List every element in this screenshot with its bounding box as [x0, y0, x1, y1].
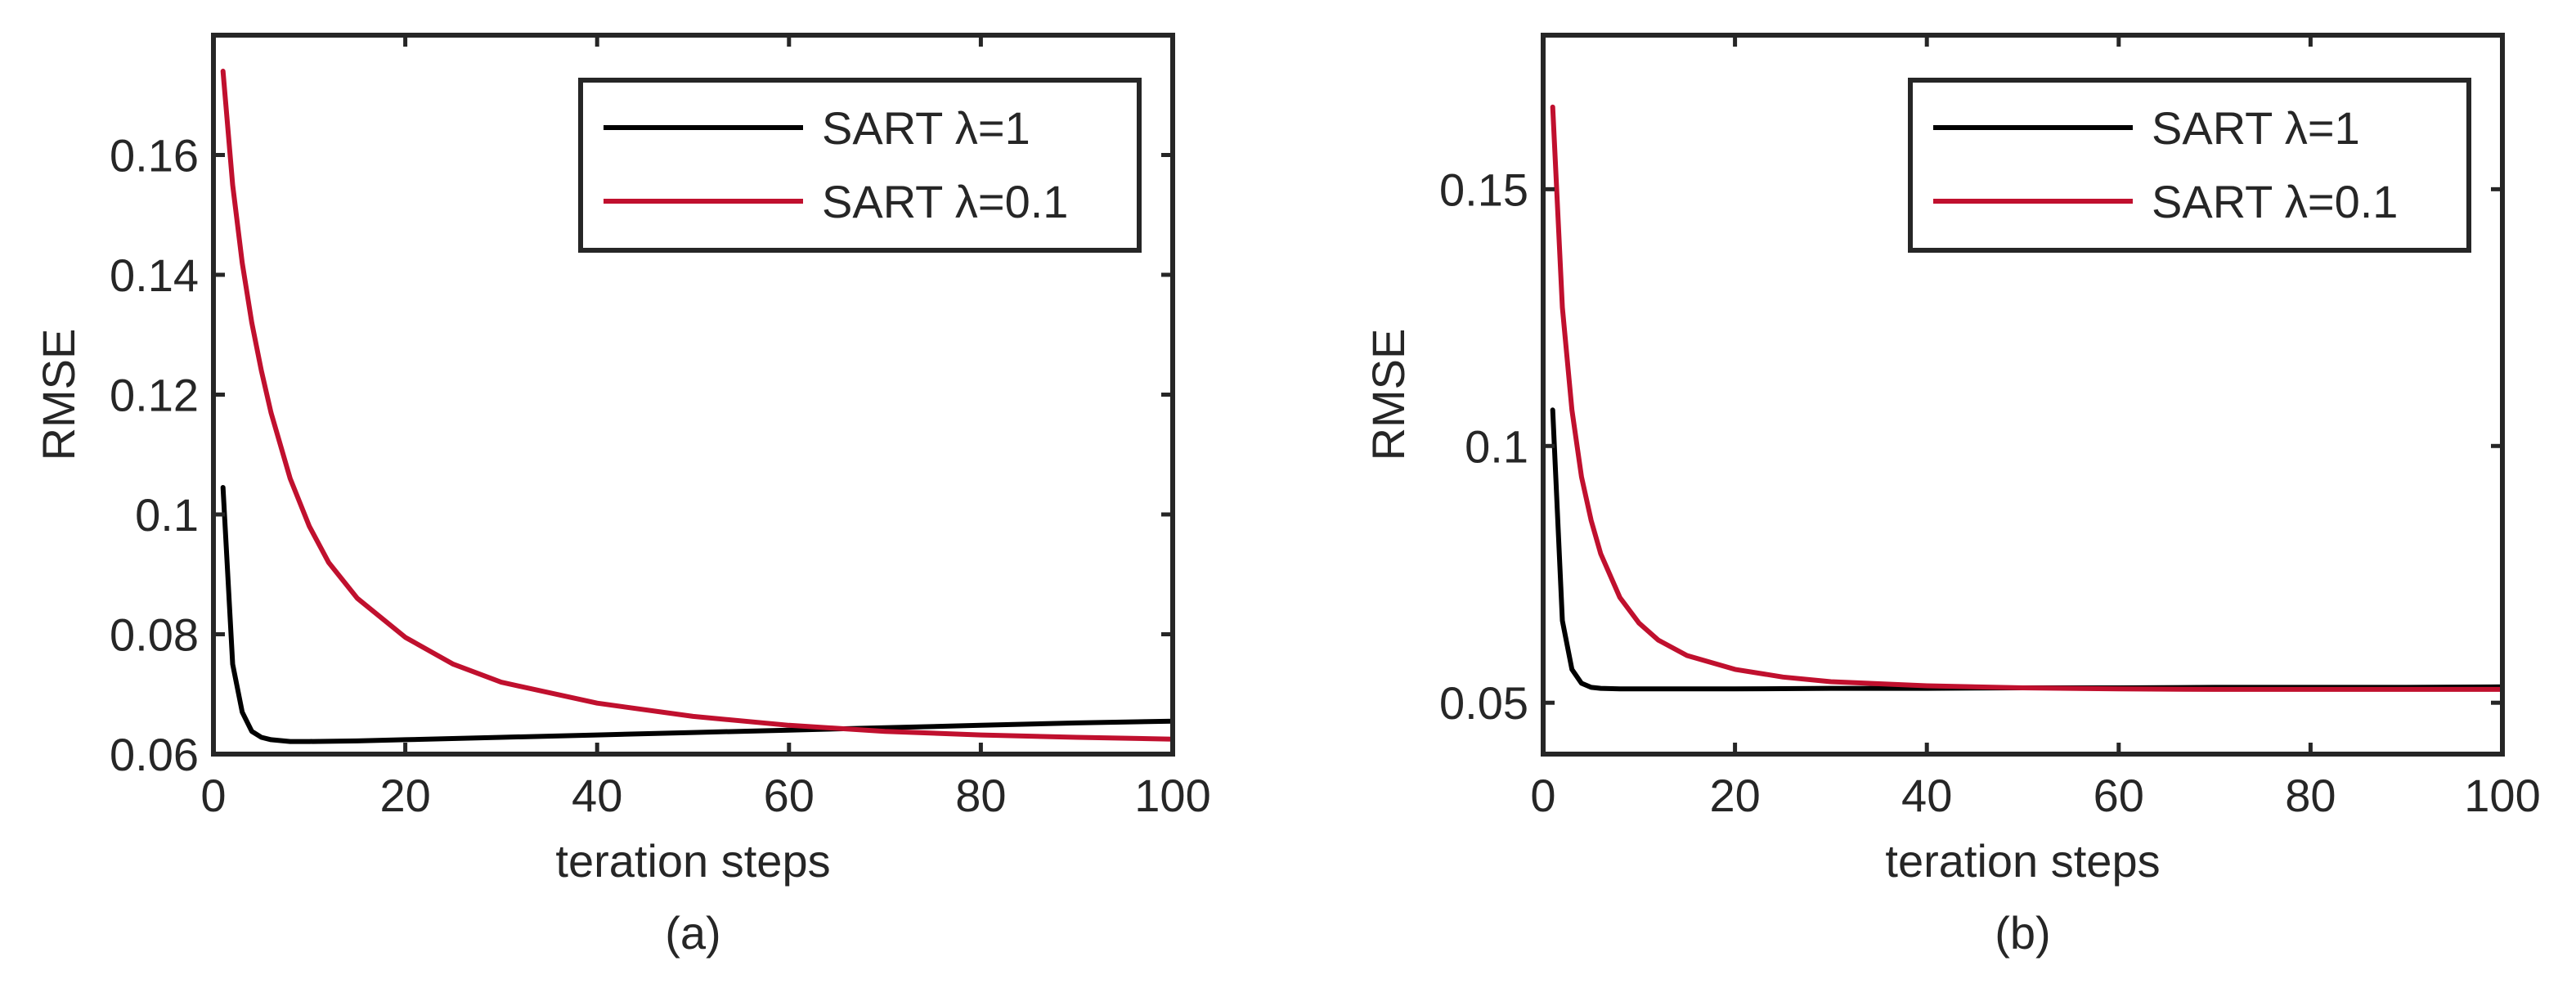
legend: SART λ=1 SART λ=0.1 [1908, 78, 2471, 253]
x-tick-label: 20 [1709, 770, 1760, 821]
series-group [1550, 104, 2502, 692]
x-tick-label: 40 [1901, 770, 1952, 821]
series-line-2 [220, 69, 1173, 742]
series-group [220, 69, 1173, 744]
x-tick-label: 80 [2285, 770, 2336, 821]
legend-box [1908, 78, 2471, 253]
x-axis-label: teration steps [555, 835, 830, 887]
y-tick-label: 0.12 [110, 370, 199, 421]
legend-box [578, 78, 1142, 253]
series-line-1 [1550, 407, 2502, 692]
y-tick-label: 0.15 [1439, 164, 1528, 215]
series-line-2 [1550, 104, 2502, 692]
y-axis-label: RMSE [33, 329, 84, 461]
x-tick-label: 80 [955, 770, 1006, 821]
x-tick-label: 100 [1134, 770, 1210, 821]
y-tick-label: 0.06 [110, 729, 199, 780]
legend-label-1: SART λ=1 [822, 102, 1030, 154]
chart-panel-b: 0 20 40 60 80 100 0.05 0.1 0.15 teration steps RMS… [1362, 33, 2541, 959]
legend: SART λ=1 SART λ=0.1 [578, 78, 1142, 253]
y-tick-label: 0.08 [110, 609, 199, 661]
x-axis-label: teration steps [1885, 835, 2160, 887]
y-tick-label: 0.14 [110, 249, 199, 301]
y-tick-label: 0.1 [1465, 420, 1528, 472]
panel-caption: (a) [665, 907, 720, 959]
y-axis-label: RMSE [1362, 329, 1414, 461]
panel-caption: (b) [1995, 907, 2050, 959]
y-tick-label: 0.16 [110, 130, 199, 182]
x-tick-label: 40 [572, 770, 622, 821]
series-line-1 [220, 485, 1173, 744]
x-tick-label: 0 [200, 770, 226, 821]
y-tick-label: 0.05 [1439, 677, 1528, 729]
axes-frame [1541, 33, 2505, 757]
x-tick-label: 100 [2464, 770, 2540, 821]
legend-label-2: SART λ=0.1 [2152, 176, 2398, 227]
y-tick-label: 0.1 [135, 489, 199, 541]
x-tick-label: 60 [764, 770, 815, 821]
legend-label-2: SART λ=0.1 [822, 176, 1068, 227]
x-tick-label: 20 [379, 770, 430, 821]
x-tick-label: 0 [1530, 770, 1555, 821]
chart-panel-a: 0 20 40 60 80 100 0.06 0.08 0.1 0.12 0.14 0.16 terat… [33, 33, 1211, 959]
legend-label-1: SART λ=1 [2152, 102, 2360, 154]
x-tick-label: 60 [2094, 770, 2144, 821]
